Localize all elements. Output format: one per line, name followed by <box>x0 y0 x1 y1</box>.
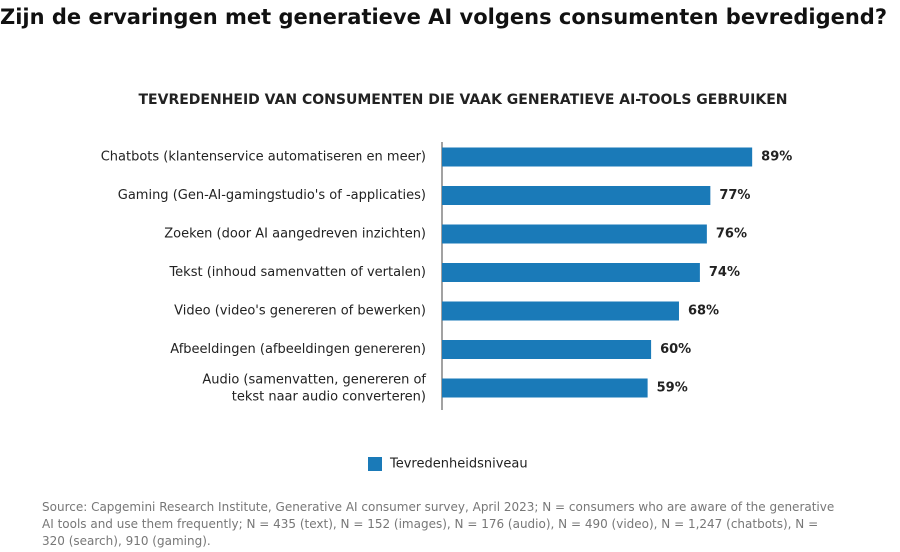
value-label: 77% <box>719 188 750 203</box>
bar <box>442 340 652 359</box>
chart-subtitle: TEVREDENHEID VAN CONSUMENTEN DIE VAAK GE… <box>139 92 788 108</box>
chart-title: Zijn de ervaringen met generatieve AI vo… <box>0 5 887 29</box>
value-label: 68% <box>688 304 719 319</box>
value-label: 60% <box>660 342 691 357</box>
category-label: Afbeeldingen (afbeeldingen genereren) <box>170 342 426 357</box>
bar <box>442 224 707 244</box>
value-label: 76% <box>716 227 747 242</box>
bar <box>442 263 700 282</box>
bar <box>442 301 679 321</box>
category-label: Gaming (Gen-AI-gamingstudio's of -applic… <box>118 188 426 203</box>
legend-swatch <box>368 457 382 471</box>
bar <box>442 378 648 398</box>
source-note: Source: Capgemini Research Institute, Ge… <box>42 500 835 548</box>
category-label: Zoeken (door AI aangedreven inzichten) <box>164 227 426 242</box>
bar <box>442 147 753 167</box>
legend-label: Tevredenheidsniveau <box>389 457 528 472</box>
bar <box>442 186 711 205</box>
category-label: Video (video's genereren of bewerken) <box>174 304 426 319</box>
value-label: 89% <box>761 150 792 165</box>
category-label: Chatbots (klantenservice automatiseren e… <box>101 150 426 165</box>
category-label: Audio (samenvatten, genereren of tekst na… <box>202 372 426 404</box>
value-label: 74% <box>709 265 740 280</box>
value-label: 59% <box>657 381 688 396</box>
category-label: Tekst (inhoud samenvatten of vertalen) <box>168 265 426 280</box>
